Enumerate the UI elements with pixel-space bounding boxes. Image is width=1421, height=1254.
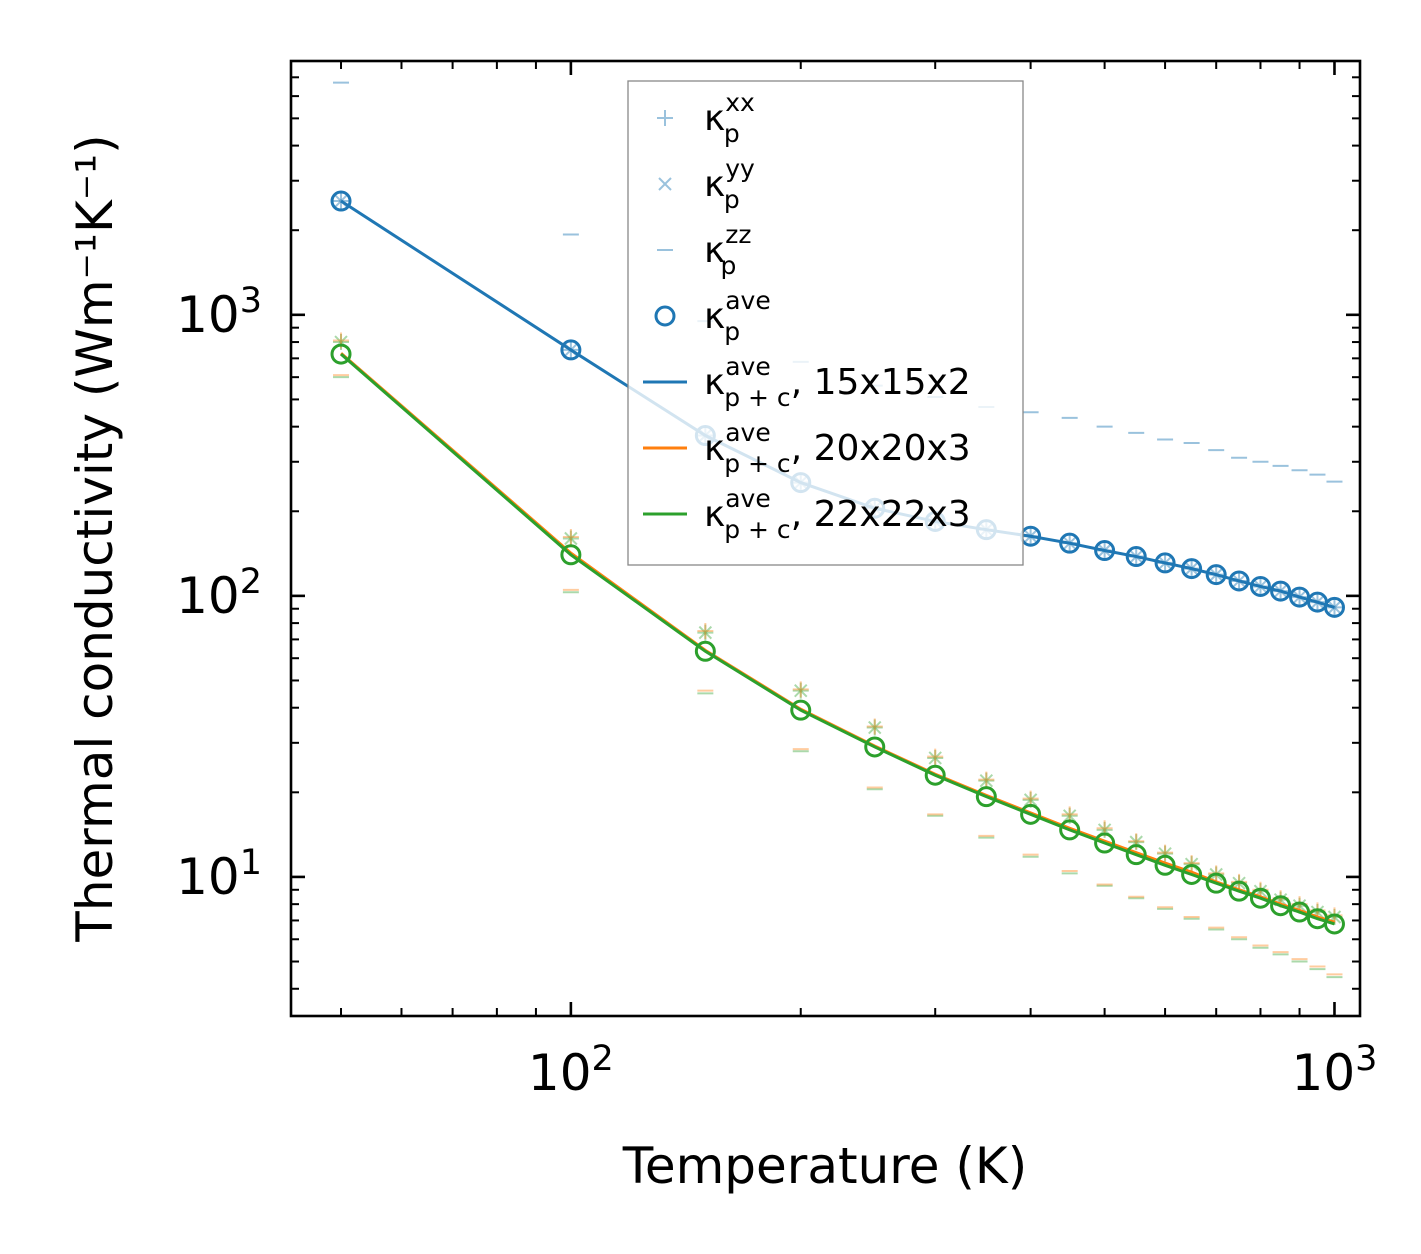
kp_ave_22-point [1125,844,1147,866]
y-tick-label: 103 [176,281,262,344]
kp_ave_15-point [1270,580,1292,602]
kp_yy_22-point [868,720,882,735]
kp_xx_20-point [978,771,995,788]
kp_ave_15-point [1323,596,1345,618]
plot-area [330,81,1345,979]
kp_xx_15-point [333,193,350,210]
kp_xx_22-point [866,719,883,736]
kp_ave_22-point [1020,803,1042,825]
kp_ave_15-point [1181,558,1203,580]
kp_xx_20-point [792,681,809,698]
kp_yy_22-point [928,751,942,765]
x-tick-label: 103 [1292,1039,1378,1102]
y-tick-label: 102 [176,562,262,625]
series-kp_ave_22 [330,343,1345,935]
kp_yy_22-point [794,683,808,698]
kp_ave_22-point [1249,887,1271,909]
kp_ave_15-point [1249,575,1271,597]
kp_ave_22-point [1059,819,1081,841]
tick-labels: 102 103 101 102 103 [176,281,1377,1102]
kp_xx_20-point [927,748,944,765]
kp_xx_22-point [1128,834,1145,851]
kp_ave_22-point [1228,880,1250,902]
legend-box [627,80,1024,566]
kp_xx_20-point [697,622,714,639]
kp_ave_15-point [1094,540,1116,562]
kp_ave_15-point [1228,570,1250,592]
series-kp_zz_22 [333,376,1343,979]
kp_ave_22-point [924,764,946,786]
legend-label-kp_ave_15: κave p [704,286,771,346]
kp_xx_20-point [1183,855,1200,872]
kp_xx_22-point [562,530,579,547]
series-line-kpc_ave_22 [340,352,1335,926]
series-kp_zz_20 [333,374,1343,976]
kp_yy_22-point [1062,809,1077,823]
kp_ave_22-point [1205,872,1227,894]
legend-label-kpc_ave_20: κave p + c, 20x20x3 [704,418,971,478]
legend-handle-kp_xx_15 [657,110,673,126]
kp_xx_22-point [792,682,809,699]
series-kp_yy_22 [334,335,1342,924]
kp_yy_22-point [1023,793,1038,807]
kp_xx_20-point [562,528,579,545]
kp_ave_22-point [1181,864,1203,886]
y-tick-label: 101 [176,843,262,906]
kp_ave_15-point [1154,552,1176,574]
kp_ave_15-point [1205,564,1227,586]
kp_ave_22-point [694,640,716,662]
legend-label-kpc_ave_22: κave p + c, 22x22x3 [704,484,971,544]
legend-label-kpc_ave_15: κave p + c, 15x15x2 [704,352,971,412]
x-axis-label: Temperature (K) [622,1137,1027,1195]
kp_ave_22-point [1289,901,1311,923]
kp_ave_15-point [1125,546,1147,568]
kp_xx_22-point [978,772,995,789]
kp_ave_22-point [1323,913,1345,935]
kp_xx_20-point [866,718,883,735]
kp_xx_22-point [333,334,350,351]
kp_yy_22-point [979,773,994,788]
kp_ave_15-point [1059,532,1081,554]
kp_ave_22-point [975,786,997,808]
kp_xx_22-point [697,624,714,641]
legend-handle-kp_yy_15 [658,177,672,191]
kp_ave_22-point [1154,854,1176,876]
kp_ave_22-point [1094,832,1116,854]
kp_yy_22-point [564,531,578,546]
kp_ave_22-point [1270,895,1292,917]
kp_xx_22-point [927,749,944,766]
legend-label-kp_xx_15: κxx p [704,88,755,148]
kp_xx_20-point [1157,844,1174,861]
legend-label-kp_yy_15: κyy p [704,154,755,214]
kp_ave_22-point [790,699,812,721]
kp_ave_22-point [330,343,352,365]
legend-label-kp_zz_15: κzz p [704,220,751,280]
legend-handle-kp_ave_15 [654,305,676,327]
kp_ave_15-point [330,190,352,212]
kp_yy_22-point [698,625,713,640]
axes-frame [289,59,1362,1018]
y-axis-label: Thermal conductivity (Wm⁻¹K⁻¹) [66,134,124,942]
kp_ave_22-point [864,736,886,758]
axis-ticks [291,60,1360,1016]
kp_ave_15-point [560,339,582,361]
x-tick-label: 102 [528,1039,614,1102]
kp_ave_22-point [560,544,582,566]
kp_xx_22-point [1157,845,1174,862]
